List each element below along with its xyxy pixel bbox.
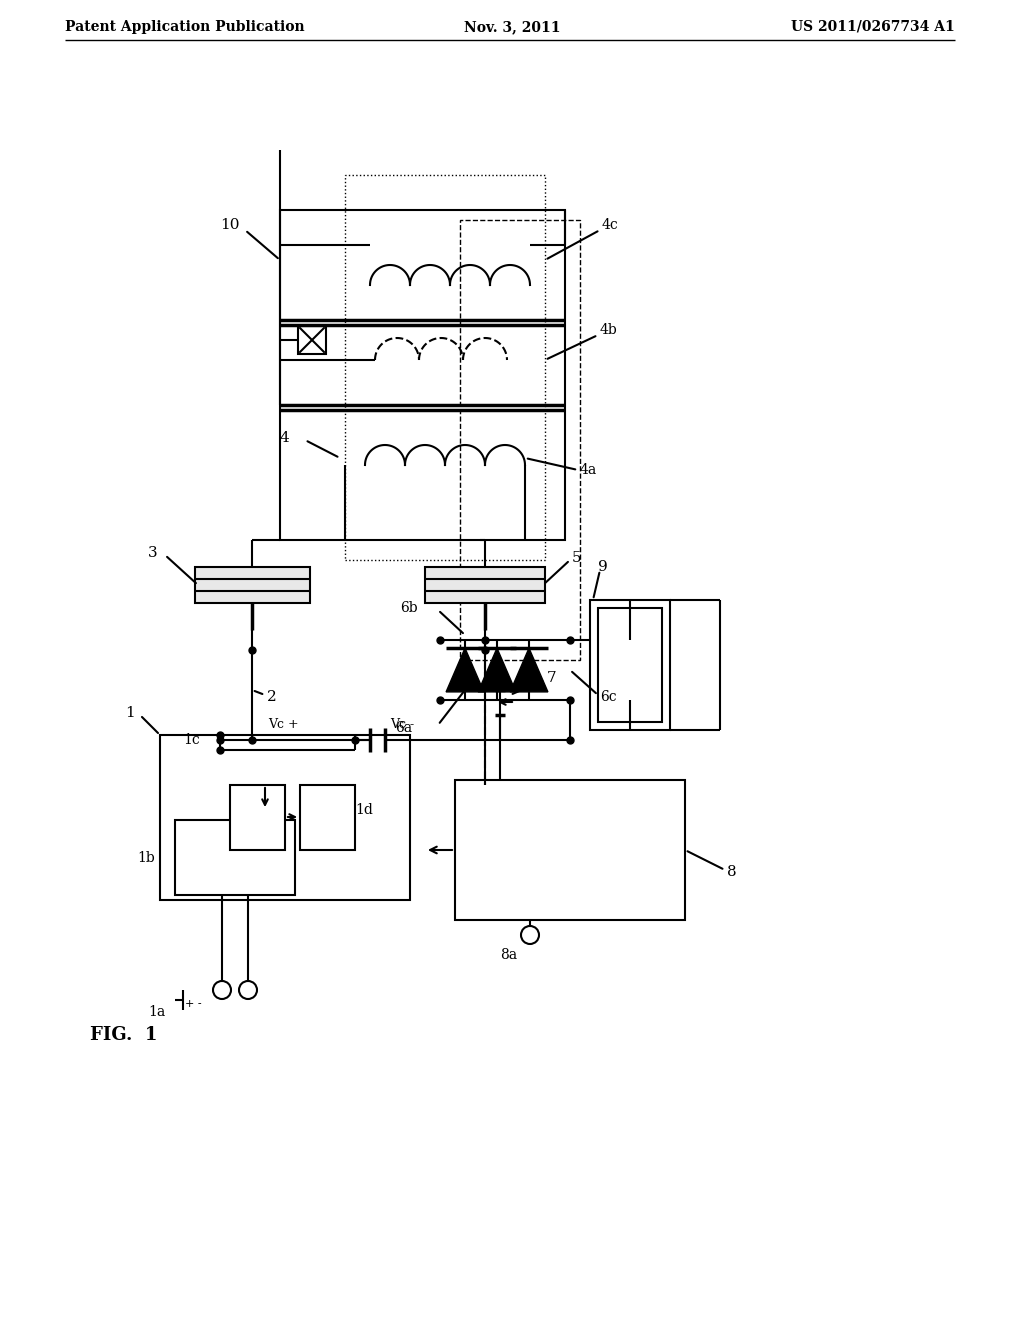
Text: 1d: 1d bbox=[355, 803, 373, 817]
Polygon shape bbox=[478, 648, 516, 692]
Text: 3: 3 bbox=[148, 546, 158, 560]
Text: 6a: 6a bbox=[395, 721, 412, 735]
Text: Patent Application Publication: Patent Application Publication bbox=[65, 20, 304, 34]
Text: 1a: 1a bbox=[148, 1005, 165, 1019]
Text: 6c: 6c bbox=[600, 690, 616, 704]
Text: 4c: 4c bbox=[602, 218, 618, 232]
Bar bbox=[195, 568, 310, 603]
Text: 1b: 1b bbox=[137, 851, 155, 865]
Bar bbox=[455, 780, 685, 920]
Text: 7: 7 bbox=[547, 671, 557, 685]
Text: 8: 8 bbox=[727, 865, 736, 879]
Bar bbox=[425, 568, 545, 603]
Bar bbox=[460, 220, 580, 660]
Bar bbox=[598, 609, 662, 722]
Bar bbox=[230, 785, 285, 850]
Text: 2: 2 bbox=[267, 690, 276, 704]
Text: Vc +: Vc + bbox=[268, 718, 299, 731]
Text: 8a: 8a bbox=[500, 948, 517, 962]
Text: FIG.  1: FIG. 1 bbox=[90, 1026, 158, 1044]
Polygon shape bbox=[446, 648, 484, 692]
Text: 9: 9 bbox=[598, 560, 608, 574]
Text: 4b: 4b bbox=[600, 323, 617, 337]
Text: 4: 4 bbox=[280, 432, 290, 445]
Text: 1: 1 bbox=[125, 706, 135, 719]
Bar bbox=[345, 176, 545, 560]
Bar bbox=[175, 820, 295, 895]
Text: 5: 5 bbox=[572, 550, 582, 565]
Text: Nov. 3, 2011: Nov. 3, 2011 bbox=[464, 20, 560, 34]
Text: + -: + - bbox=[185, 999, 202, 1008]
Text: Vc -: Vc - bbox=[390, 718, 414, 731]
Bar bbox=[160, 735, 410, 900]
Bar bbox=[298, 326, 326, 354]
Text: 4a: 4a bbox=[580, 463, 597, 477]
Text: 6b: 6b bbox=[400, 601, 418, 615]
Bar bbox=[300, 785, 355, 850]
Text: US 2011/0267734 A1: US 2011/0267734 A1 bbox=[792, 20, 955, 34]
Bar bbox=[590, 601, 670, 730]
Bar bbox=[280, 210, 565, 540]
Polygon shape bbox=[510, 648, 548, 692]
Text: 10: 10 bbox=[220, 218, 240, 232]
Text: 1c: 1c bbox=[183, 733, 200, 747]
